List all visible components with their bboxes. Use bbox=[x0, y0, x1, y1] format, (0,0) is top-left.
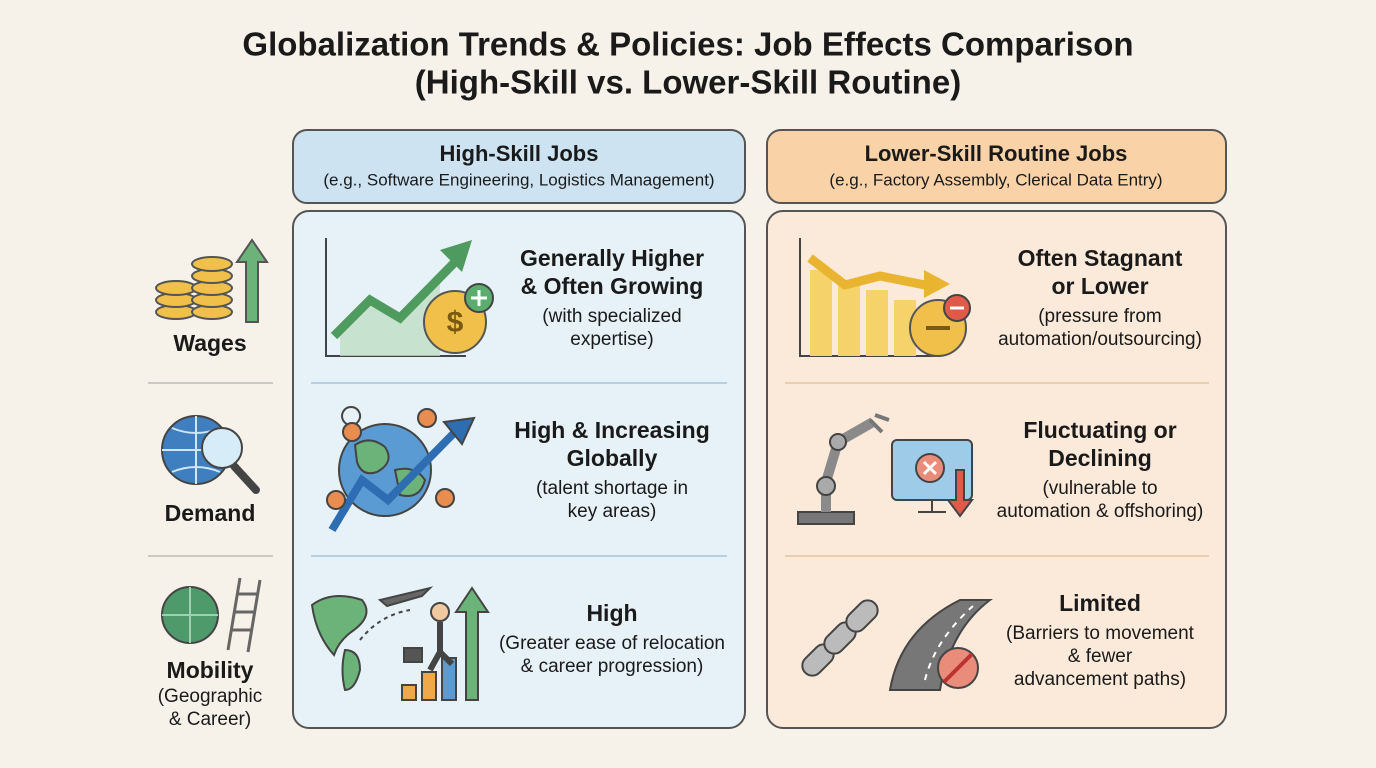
label: Mobility bbox=[167, 657, 254, 683]
label: Declining bbox=[1048, 445, 1152, 471]
label: Generally Higher bbox=[520, 245, 704, 271]
label: (Barriers to movement bbox=[1006, 623, 1195, 644]
title: Globalization Trends & Policies: Job Eff… bbox=[242, 26, 1133, 63]
high-demand-icon bbox=[326, 406, 476, 533]
label: High & Increasing bbox=[514, 417, 710, 443]
label: (talent shortage in bbox=[536, 478, 688, 499]
low-mobility-icon bbox=[801, 599, 993, 691]
label: automation/outsourcing) bbox=[998, 329, 1202, 350]
label: expertise) bbox=[570, 329, 653, 350]
wages-icon bbox=[155, 238, 269, 323]
label: (Geographic bbox=[158, 686, 263, 707]
svg-text:$: $ bbox=[447, 306, 464, 339]
label: Wages bbox=[173, 330, 246, 356]
label: Fluctuating or bbox=[1023, 417, 1176, 443]
label: (vulnerable to bbox=[1042, 478, 1157, 499]
label: Often Stagnant bbox=[1018, 245, 1183, 271]
low-header-box bbox=[766, 129, 1227, 204]
label: & Career) bbox=[169, 709, 251, 730]
label: automation & offshoring) bbox=[997, 501, 1204, 522]
label: & Often Growing bbox=[521, 273, 704, 299]
label: (Greater ease of relocation bbox=[499, 633, 725, 654]
label: or Lower bbox=[1051, 273, 1148, 299]
label: Globally bbox=[567, 445, 658, 471]
mobility-icon bbox=[161, 577, 262, 653]
low-demand-icon bbox=[797, 413, 974, 525]
label: Lower-Skill Routine Jobs bbox=[865, 141, 1128, 166]
low-wages-icon bbox=[799, 238, 971, 357]
label: (pressure from bbox=[1038, 306, 1162, 327]
label: & career progression) bbox=[521, 656, 704, 677]
label: (with specialized bbox=[542, 306, 681, 327]
dividers bbox=[148, 382, 1209, 557]
high-mobility-icon bbox=[310, 586, 490, 701]
label: (e.g., Software Engineering, Logistics M… bbox=[323, 170, 714, 189]
title: (High-Skill vs. Lower-Skill Routine) bbox=[415, 64, 961, 101]
high-header-box bbox=[292, 129, 746, 204]
label: High bbox=[586, 600, 637, 626]
label: advancement paths) bbox=[1014, 669, 1186, 690]
label: Demand bbox=[165, 500, 256, 526]
label: Limited bbox=[1059, 590, 1141, 616]
label: key areas) bbox=[568, 501, 657, 522]
demand-icon bbox=[161, 415, 260, 494]
label: & fewer bbox=[1068, 646, 1133, 667]
label: High-Skill Jobs bbox=[440, 141, 599, 166]
high-wages-icon: $ bbox=[325, 238, 494, 357]
label: (e.g., Factory Assembly, Clerical Data E… bbox=[829, 170, 1162, 189]
